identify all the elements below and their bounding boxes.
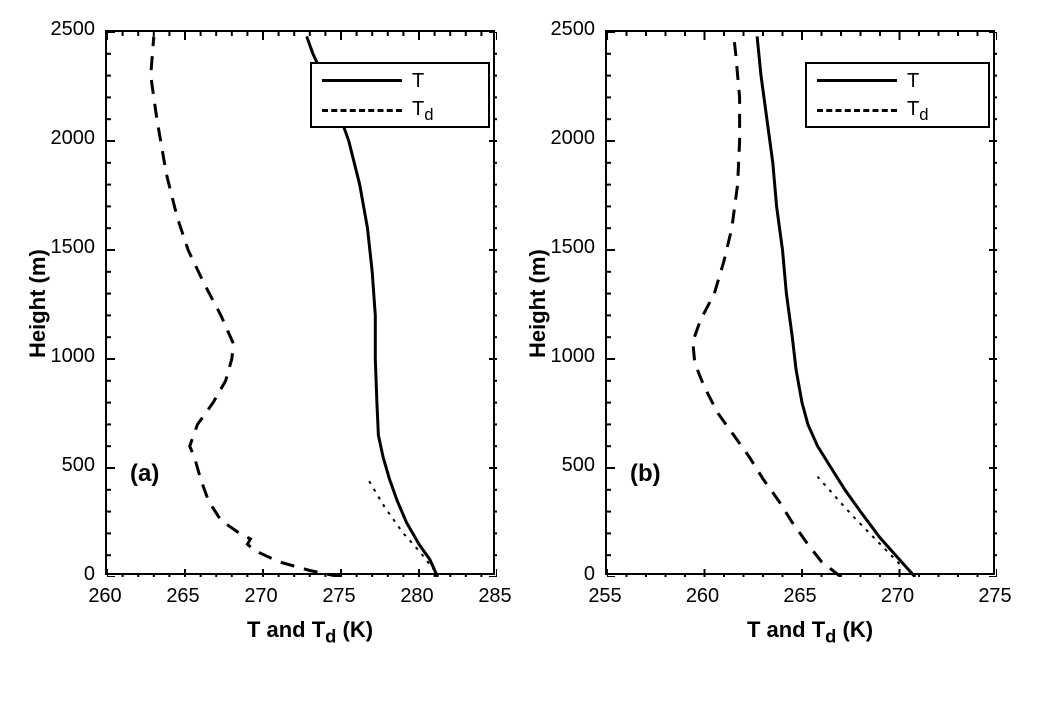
x-axis-label: T and Td (K) (710, 617, 910, 647)
ytick-label: 2500 (535, 18, 595, 41)
legend-item: T (817, 66, 978, 96)
ytick-label: 500 (535, 454, 595, 477)
legend-label: Td (907, 98, 928, 125)
legend-label: T (907, 70, 919, 93)
y-axis-label: Height (m) (525, 249, 551, 358)
legend-item: Td (817, 96, 978, 126)
legend-swatch (817, 79, 897, 84)
xtick-label: 260 (678, 585, 728, 608)
ytick-label: 0 (535, 563, 595, 586)
panel-label-b: (b) (630, 460, 661, 488)
legend-b: T Td (805, 62, 990, 128)
series-dotted (818, 477, 900, 564)
xtick-label: 265 (775, 585, 825, 608)
ytick-label: 2000 (535, 127, 595, 150)
legend-swatch (817, 109, 897, 114)
xtick-label: 270 (873, 585, 923, 608)
xtick-label: 255 (580, 585, 630, 608)
panel-b: 05001000150020002500255260265270275Heigh… (0, 0, 1045, 703)
xtick-label: 275 (970, 585, 1020, 608)
